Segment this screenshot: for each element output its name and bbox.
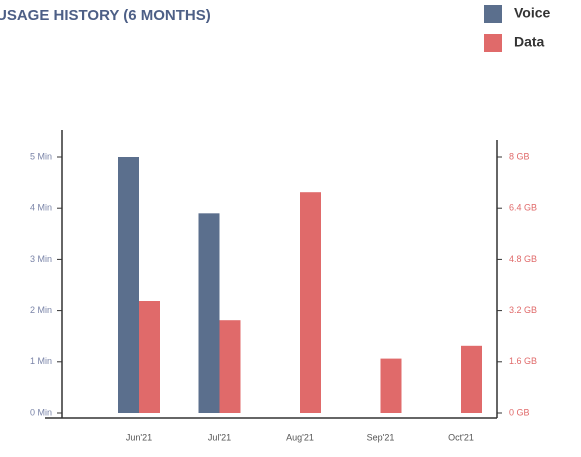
x-tick-label: Jul'21 (208, 432, 231, 442)
y-tick-label: 4 Min (30, 203, 52, 213)
y-tick-label: 0 Min (30, 407, 52, 417)
y2-tick-label: 3.2 GB (509, 305, 537, 315)
y-tick-label: 5 Min (30, 151, 52, 161)
x-tick-label: Jun'21 (126, 432, 152, 442)
bar (380, 358, 402, 413)
y-tick-label: 1 Min (30, 356, 52, 366)
chart-title: USAGE HISTORY (6 MONTHS) (0, 7, 211, 24)
y2-tick-label: 8 GB (509, 151, 530, 161)
bar (118, 157, 139, 413)
legend-swatch (484, 34, 502, 52)
x-tick-label: Aug'21 (286, 432, 314, 442)
legend-label: Voice (514, 5, 551, 21)
x-tick-label: Oct'21 (448, 432, 474, 442)
y2-tick-label: 6.4 GB (509, 203, 537, 213)
x-tick-label: Sep'21 (367, 432, 395, 442)
bar (139, 301, 160, 413)
y2-tick-label: 4.8 GB (509, 254, 537, 264)
bar (198, 213, 220, 413)
bar (300, 192, 321, 413)
legend-label: Data (514, 34, 545, 50)
legend-swatch (484, 5, 502, 23)
y2-tick-label: 0 GB (509, 407, 530, 417)
y2-tick-label: 1.6 GB (509, 356, 537, 366)
bar (219, 320, 241, 413)
bar (461, 345, 482, 413)
y-tick-label: 2 Min (30, 305, 52, 315)
y-tick-label: 3 Min (30, 254, 52, 264)
